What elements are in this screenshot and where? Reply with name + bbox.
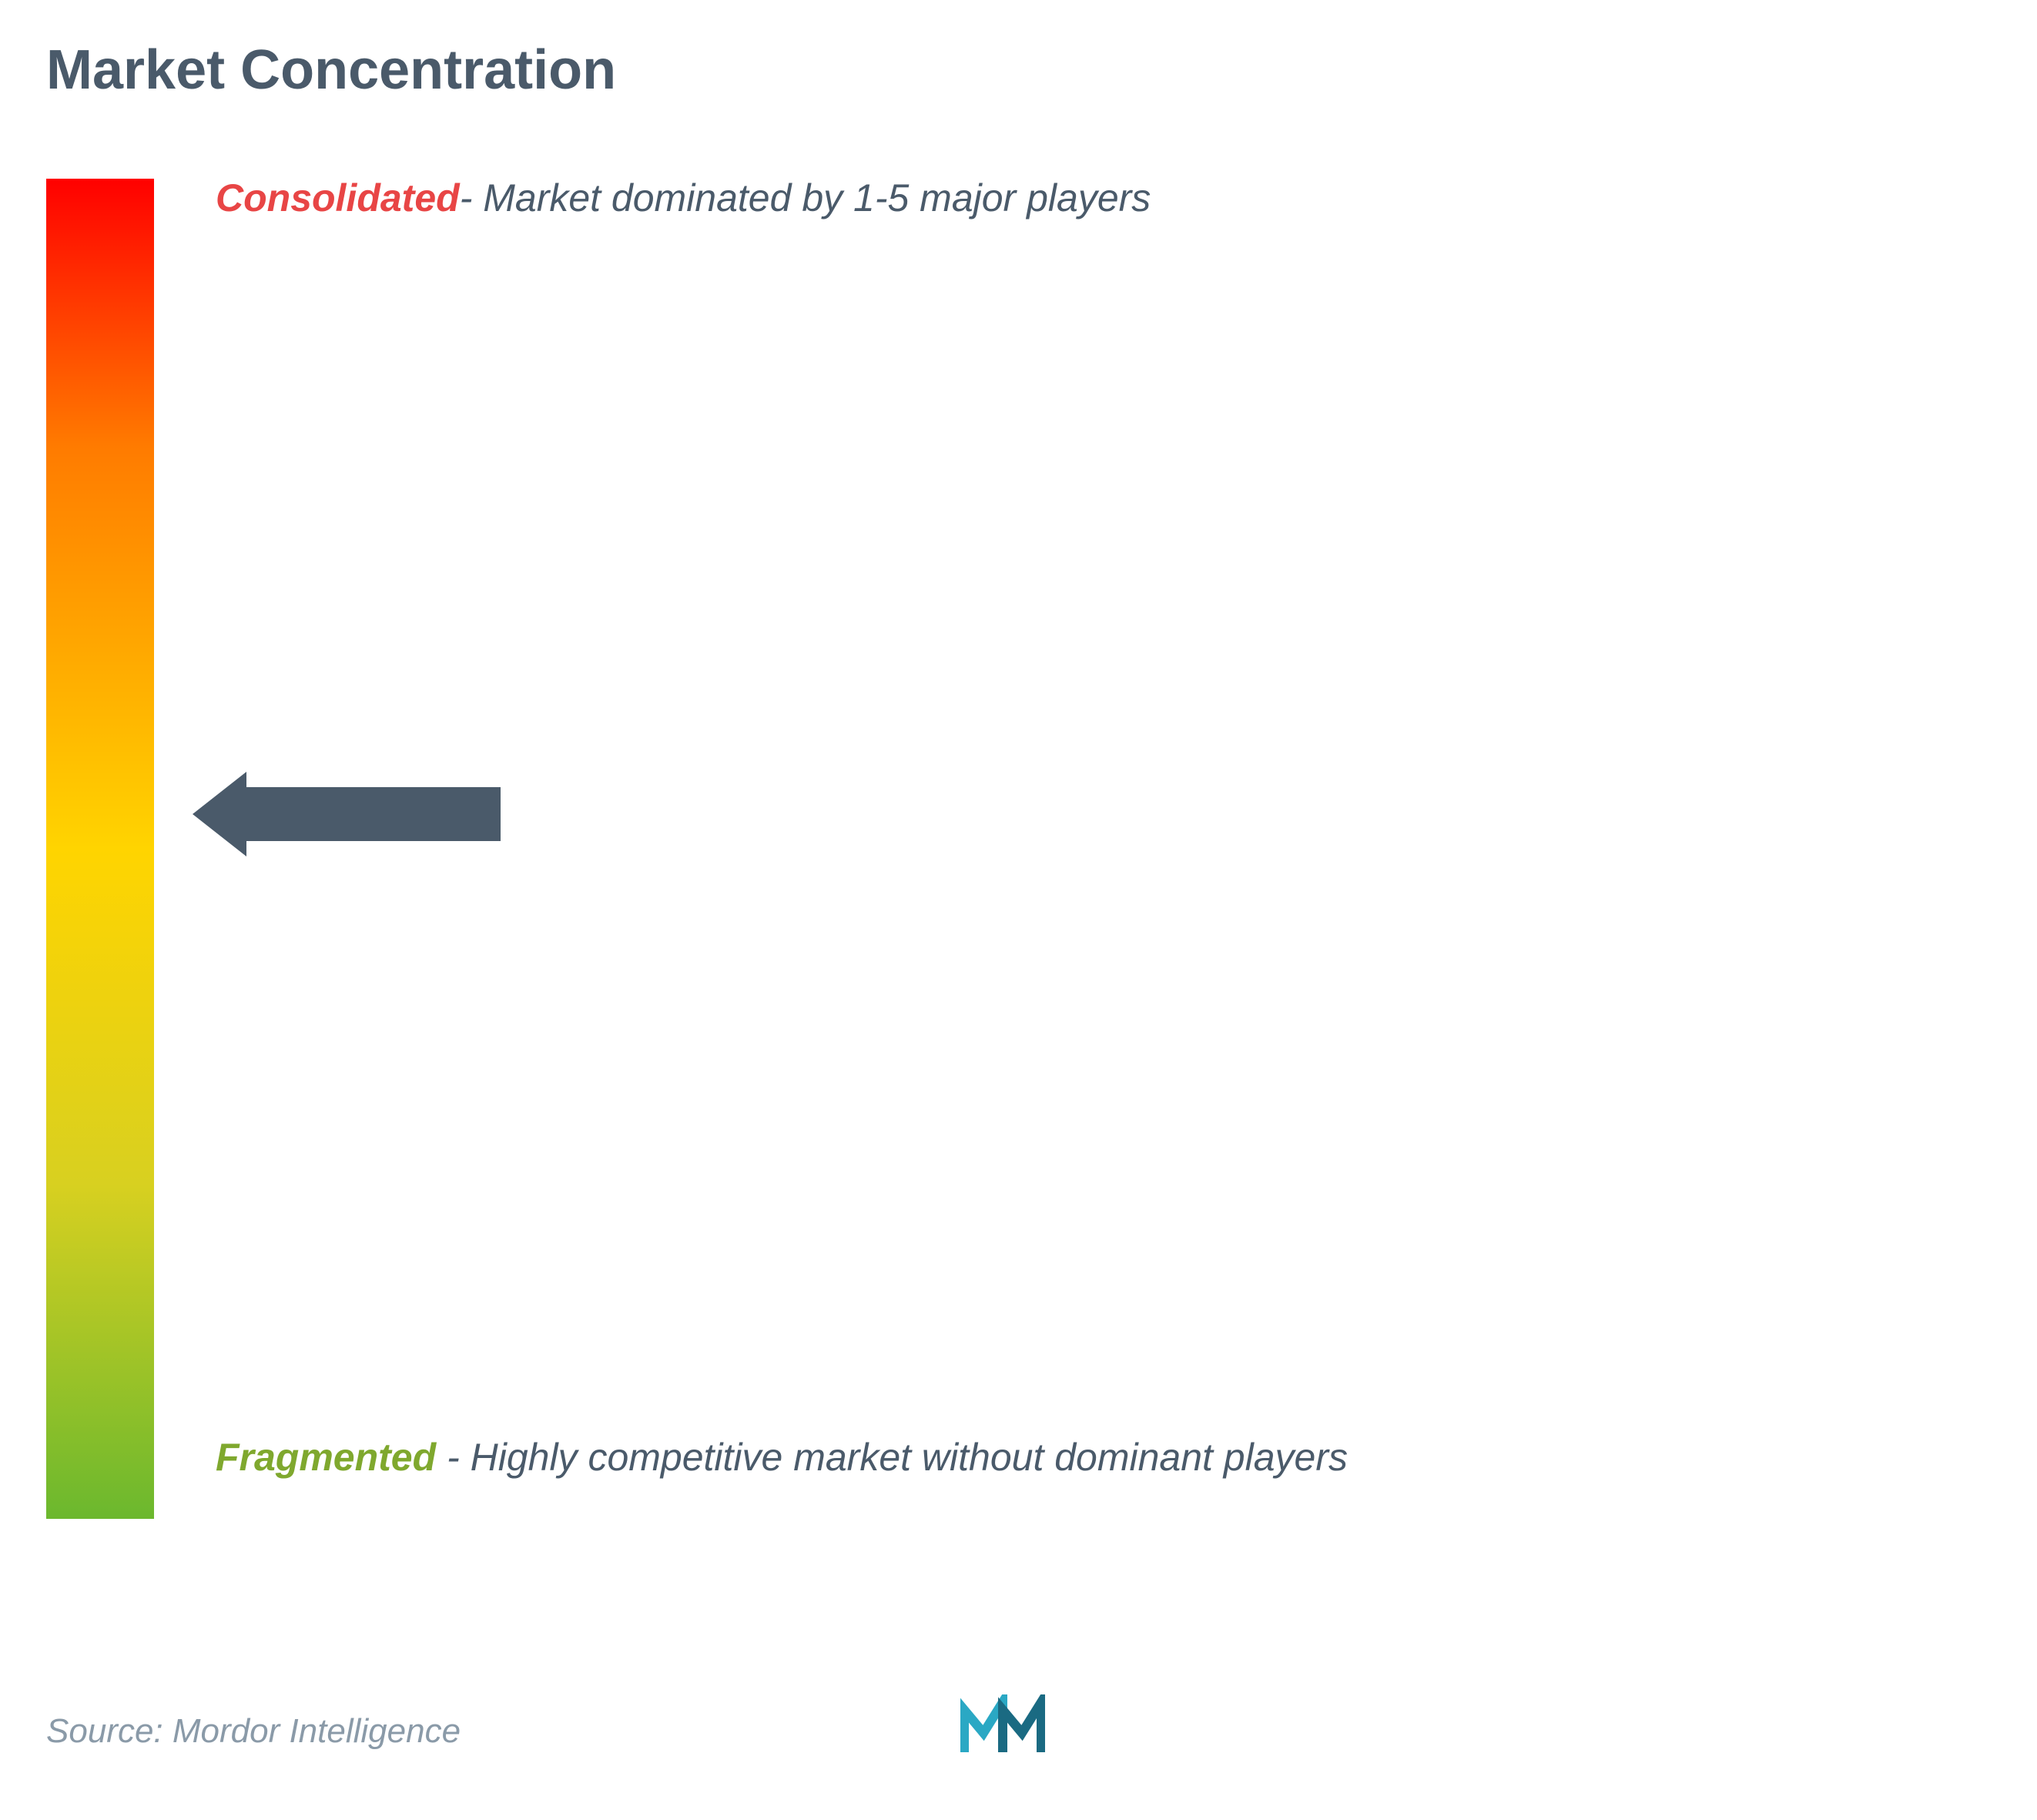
content-area: Consolidated- Market dominated by 1-5 ma… <box>46 179 1991 1519</box>
logo <box>960 1694 1045 1769</box>
arrow-body <box>246 787 501 841</box>
page-title: Market Concentration <box>46 39 1991 102</box>
fragmented-highlight: Fragmented <box>216 1436 436 1479</box>
gradient-scale-bar <box>46 179 154 1519</box>
position-arrow <box>193 772 501 856</box>
source-text: Source: Mordor Intelligence <box>46 1712 461 1751</box>
logo-icon <box>960 1694 1045 1756</box>
consolidated-text: - Market dominated by 1-5 major players <box>460 176 1151 220</box>
infographic-container: Market Concentration Consolidated- Marke… <box>0 0 2037 1820</box>
arrow-icon <box>193 772 501 856</box>
arrow-head <box>193 772 246 856</box>
fragmented-text: - Highly competitive market without domi… <box>436 1436 1348 1479</box>
fragmented-label: Fragmented - Highly competitive market w… <box>216 1426 1348 1488</box>
labels-area: Consolidated- Market dominated by 1-5 ma… <box>216 179 1991 1519</box>
consolidated-highlight: Consolidated <box>216 176 460 220</box>
footer: Source: Mordor Intelligence <box>46 1712 1991 1751</box>
consolidated-label: Consolidated- Market dominated by 1-5 ma… <box>216 171 1151 225</box>
